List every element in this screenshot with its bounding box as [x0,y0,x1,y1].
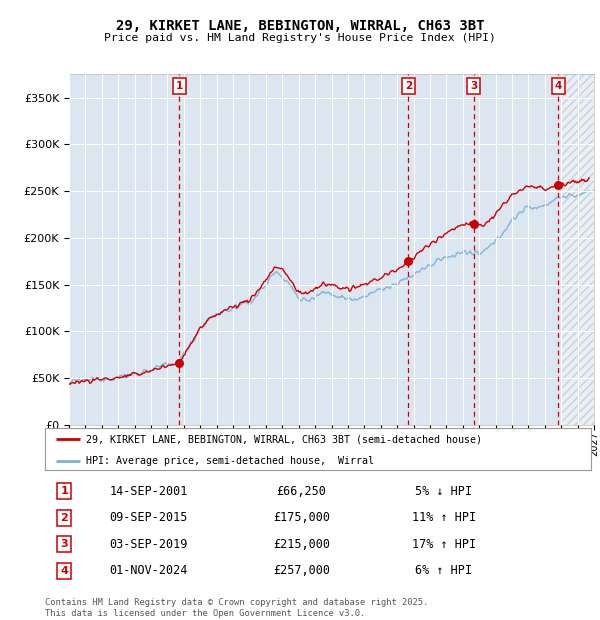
Text: Contains HM Land Registry data © Crown copyright and database right 2025.: Contains HM Land Registry data © Crown c… [45,598,428,607]
Text: 11% ↑ HPI: 11% ↑ HPI [412,512,476,525]
Text: 1: 1 [175,81,183,91]
Text: 3: 3 [60,539,68,549]
Text: £257,000: £257,000 [273,564,330,577]
Point [174,358,184,368]
Text: 2: 2 [60,513,68,523]
Text: 5% ↓ HPI: 5% ↓ HPI [415,485,472,498]
Text: £175,000: £175,000 [273,512,330,525]
Bar [561,74,600,425]
Point [404,256,413,266]
Text: 4: 4 [555,81,562,91]
Text: 4: 4 [60,566,68,576]
Text: 3: 3 [470,81,478,91]
Text: 29, KIRKET LANE, BEBINGTON, WIRRAL, CH63 3BT: 29, KIRKET LANE, BEBINGTON, WIRRAL, CH63… [116,19,484,33]
Text: 17% ↑ HPI: 17% ↑ HPI [412,538,476,551]
Text: 6% ↑ HPI: 6% ↑ HPI [415,564,472,577]
Text: 29, KIRKET LANE, BEBINGTON, WIRRAL, CH63 3BT (semi-detached house): 29, KIRKET LANE, BEBINGTON, WIRRAL, CH63… [86,434,482,444]
Text: 1: 1 [60,486,68,497]
Text: Price paid vs. HM Land Registry's House Price Index (HPI): Price paid vs. HM Land Registry's House … [104,33,496,43]
Text: £215,000: £215,000 [273,538,330,551]
Bar [561,74,600,425]
Text: This data is licensed under the Open Government Licence v3.0.: This data is licensed under the Open Gov… [45,609,365,618]
Text: 03-SEP-2019: 03-SEP-2019 [110,538,188,551]
Text: 2: 2 [405,81,412,91]
Text: 09-SEP-2015: 09-SEP-2015 [110,512,188,525]
Point [469,219,479,229]
Text: £66,250: £66,250 [277,485,326,498]
Point [554,180,563,190]
Text: 14-SEP-2001: 14-SEP-2001 [110,485,188,498]
Text: 01-NOV-2024: 01-NOV-2024 [110,564,188,577]
Text: HPI: Average price, semi-detached house,  Wirral: HPI: Average price, semi-detached house,… [86,456,374,466]
